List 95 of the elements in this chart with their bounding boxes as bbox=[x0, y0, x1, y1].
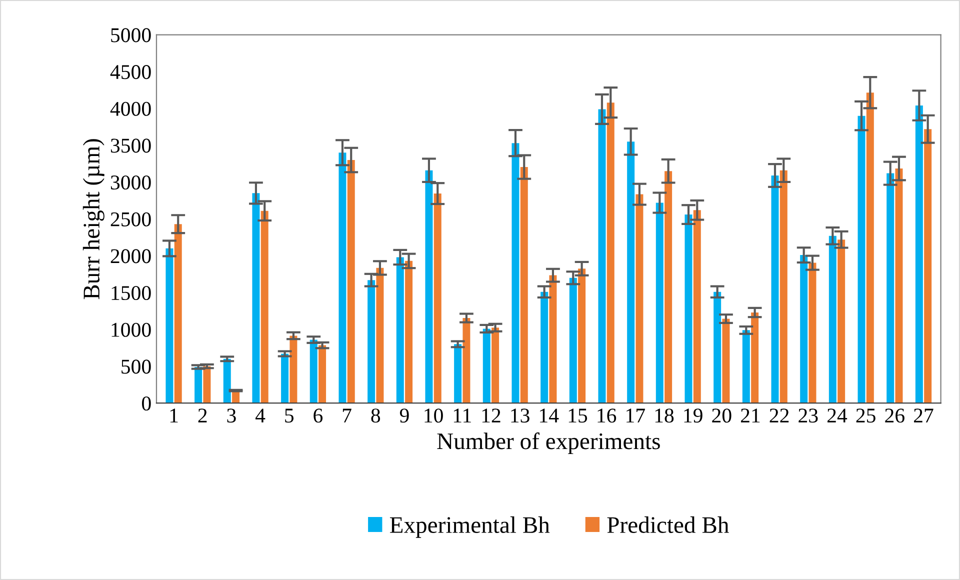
bar bbox=[512, 143, 520, 404]
bar bbox=[194, 367, 202, 404]
bar bbox=[714, 292, 722, 404]
bar bbox=[924, 129, 932, 404]
x-tick-label: 21 bbox=[740, 408, 760, 422]
bar bbox=[281, 354, 289, 404]
bar bbox=[482, 328, 490, 404]
y-tick-label: 2000 bbox=[110, 249, 151, 264]
x-tick-label: 20 bbox=[712, 408, 732, 423]
bar bbox=[722, 318, 730, 404]
bar bbox=[780, 170, 788, 404]
bar bbox=[405, 260, 413, 404]
bar bbox=[636, 194, 644, 404]
bar bbox=[771, 175, 779, 404]
y-tick-label: 1500 bbox=[112, 286, 151, 300]
bar bbox=[578, 268, 586, 404]
x-tick-label: 24 bbox=[827, 408, 848, 422]
x-tick-label: 14 bbox=[540, 408, 559, 422]
bar bbox=[742, 330, 750, 404]
bar bbox=[915, 106, 923, 404]
bar bbox=[886, 173, 894, 404]
y-tick-label: 500 bbox=[122, 360, 151, 374]
x-tick-label: 27 bbox=[914, 408, 934, 422]
bar bbox=[434, 194, 442, 404]
y-tick-label: 3500 bbox=[110, 138, 151, 153]
bar bbox=[808, 262, 816, 404]
y-tick-label: 5000 bbox=[111, 28, 151, 42]
x-tick-label: 1 bbox=[170, 408, 178, 422]
bar bbox=[376, 268, 384, 404]
bar bbox=[627, 142, 635, 404]
bar bbox=[858, 116, 866, 404]
bar bbox=[569, 278, 577, 404]
bar bbox=[800, 255, 808, 404]
y-axis-title: Burr height (µm) bbox=[82, 139, 104, 300]
x-tick-label: 22 bbox=[770, 408, 789, 422]
y-tick-label: 4500 bbox=[110, 65, 151, 80]
bar bbox=[549, 275, 557, 404]
x-tick-label: 5 bbox=[285, 408, 294, 423]
x-tick-label: 7 bbox=[342, 408, 352, 422]
x-axis-title: Number of experiments bbox=[437, 432, 660, 454]
bar bbox=[684, 214, 692, 404]
x-tick-label: 3 bbox=[227, 408, 236, 423]
bar bbox=[751, 312, 759, 404]
bar bbox=[828, 236, 836, 404]
bar bbox=[290, 336, 298, 404]
x-tick-label: 8 bbox=[371, 408, 380, 423]
x-tick-label: 17 bbox=[626, 408, 645, 422]
x-tick-label: 11 bbox=[454, 408, 471, 422]
bar bbox=[338, 152, 346, 404]
x-tick-label: 12 bbox=[482, 408, 500, 422]
bar bbox=[347, 160, 355, 404]
bar bbox=[540, 292, 548, 404]
x-tick-label: 18 bbox=[655, 408, 674, 423]
bar bbox=[454, 344, 462, 404]
bar bbox=[866, 92, 874, 404]
bar bbox=[318, 345, 326, 404]
x-tick-label: 13 bbox=[511, 408, 530, 423]
x-tick-label: 25 bbox=[856, 408, 876, 423]
bar bbox=[598, 109, 606, 404]
bar bbox=[174, 224, 182, 404]
y-tick-label: 3000 bbox=[110, 175, 151, 190]
bar bbox=[895, 168, 903, 404]
bar bbox=[166, 248, 174, 404]
x-tick-label: 9 bbox=[400, 408, 409, 423]
bar bbox=[260, 210, 268, 404]
x-tick-label: 4 bbox=[255, 408, 266, 422]
bar bbox=[656, 202, 664, 404]
bar bbox=[520, 167, 528, 404]
bar bbox=[606, 102, 614, 404]
bar bbox=[252, 193, 260, 404]
bar bbox=[425, 170, 433, 404]
x-tick-label: 15 bbox=[568, 408, 588, 423]
bar bbox=[664, 171, 672, 404]
bar bbox=[838, 240, 846, 404]
bar bbox=[462, 318, 470, 404]
x-tick-label: 6 bbox=[314, 408, 323, 423]
bar bbox=[368, 280, 376, 404]
y-tick-label: 0 bbox=[142, 396, 151, 411]
legend-label: Predicted Bh bbox=[607, 516, 729, 534]
bar bbox=[310, 340, 318, 404]
bar bbox=[492, 328, 500, 404]
x-tick-label: 19 bbox=[684, 408, 702, 423]
x-tick-label: 16 bbox=[598, 408, 616, 423]
x-tick-label: 26 bbox=[885, 408, 904, 423]
x-tick-label: 2 bbox=[198, 408, 207, 422]
x-tick-label: 23 bbox=[798, 408, 818, 423]
bar bbox=[693, 210, 701, 404]
y-tick-label: 4000 bbox=[110, 102, 151, 116]
bar bbox=[203, 366, 211, 404]
y-tick-label: 1000 bbox=[112, 322, 151, 337]
x-tick-label: 10 bbox=[424, 408, 443, 423]
bar bbox=[223, 358, 231, 404]
legend-label: Experimental Bh bbox=[390, 516, 550, 538]
bar bbox=[396, 257, 404, 404]
y-tick-label: 2500 bbox=[110, 212, 151, 226]
